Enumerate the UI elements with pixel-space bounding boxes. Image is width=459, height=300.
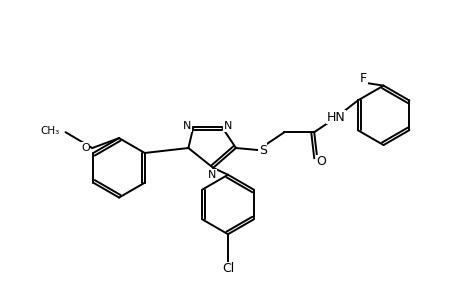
Text: HN: HN — [326, 111, 345, 124]
Text: N: N — [183, 121, 191, 131]
Text: N: N — [224, 121, 232, 131]
Text: N: N — [207, 170, 216, 180]
Text: Cl: Cl — [221, 262, 234, 275]
Text: CH₃: CH₃ — [40, 126, 60, 136]
Text: F: F — [359, 72, 367, 85]
Text: O: O — [315, 155, 325, 168]
Text: S: S — [258, 143, 266, 157]
Text: O: O — [81, 143, 90, 153]
